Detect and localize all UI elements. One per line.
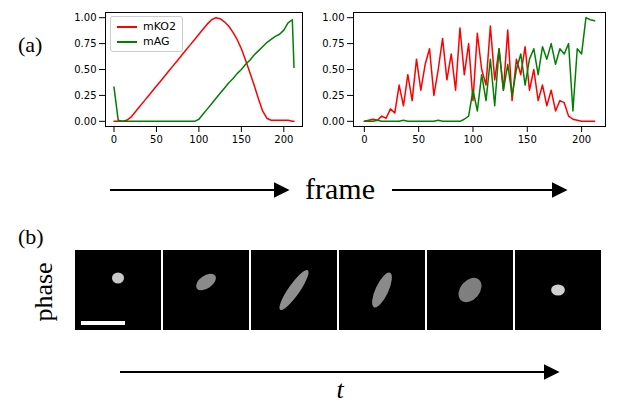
svg-text:0: 0 xyxy=(111,134,117,145)
svg-text:50: 50 xyxy=(412,134,425,145)
svg-text:100: 100 xyxy=(189,134,208,145)
svg-text:0.25: 0.25 xyxy=(74,90,96,101)
svg-text:150: 150 xyxy=(232,134,251,145)
svg-text:(b): (b) xyxy=(18,224,44,249)
svg-text:t: t xyxy=(336,375,344,404)
svg-text:frame: frame xyxy=(305,172,375,205)
svg-text:1.00: 1.00 xyxy=(74,12,96,23)
svg-text:0.75: 0.75 xyxy=(74,38,96,49)
html-text:mKO2: mKO2 xyxy=(143,20,176,33)
svg-text:0.50: 0.50 xyxy=(322,64,344,75)
svg-text:0.25: 0.25 xyxy=(322,90,344,101)
svg-text:200: 200 xyxy=(572,134,591,145)
svg-text:0.75: 0.75 xyxy=(322,38,344,49)
svg-text:0.00: 0.00 xyxy=(74,116,96,127)
svg-text:0.50: 0.50 xyxy=(74,64,96,75)
svg-text:100: 100 xyxy=(463,134,482,145)
svg-text:phase: phase xyxy=(29,262,58,321)
svg-text:0: 0 xyxy=(361,134,367,145)
svg-text:50: 50 xyxy=(150,134,163,145)
svg-text:150: 150 xyxy=(518,134,537,145)
html-text:mAG: mAG xyxy=(143,35,170,48)
svg-text:200: 200 xyxy=(274,134,293,145)
svg-text:(a): (a) xyxy=(18,32,42,57)
svg-text:0.00: 0.00 xyxy=(322,116,344,127)
svg-text:1.00: 1.00 xyxy=(322,12,344,23)
